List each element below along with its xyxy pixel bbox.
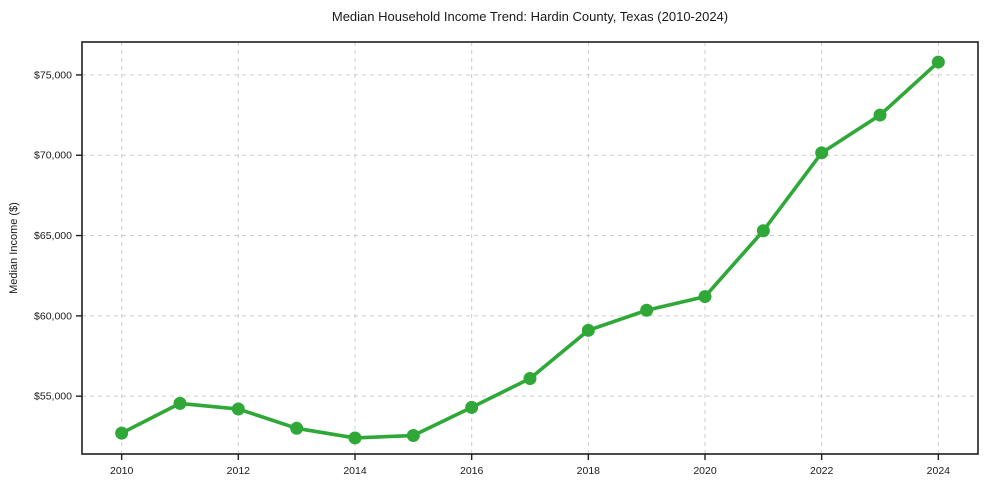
- chart-title: Median Household Income Trend: Hardin Co…: [331, 9, 729, 24]
- data-point-2024: [931, 55, 945, 69]
- data-point-2021: [756, 224, 770, 238]
- y-tick-label: $60,000: [34, 310, 72, 322]
- x-tick-label: 2016: [460, 465, 484, 477]
- data-point-2016: [465, 400, 479, 414]
- x-tick-label: 2020: [693, 465, 717, 477]
- data-point-2023: [873, 108, 887, 122]
- y-tick-label: $65,000: [34, 230, 72, 242]
- data-point-2014: [348, 431, 362, 445]
- x-tick-label: 2010: [110, 465, 134, 477]
- x-tick-label: 2018: [577, 465, 601, 477]
- data-point-2013: [290, 421, 304, 435]
- data-point-2022: [815, 146, 829, 160]
- axes-border: [81, 41, 979, 455]
- data-point-2011: [173, 396, 187, 410]
- y-tick-label: $75,000: [34, 69, 72, 81]
- y-tick-label: $55,000: [34, 391, 72, 403]
- data-point-2015: [406, 429, 420, 443]
- x-tick-label: 2024: [927, 465, 951, 477]
- data-point-2012: [231, 402, 245, 416]
- data-point-2019: [640, 303, 654, 317]
- data-point-2010: [115, 426, 129, 440]
- y-tick-label: $70,000: [34, 150, 72, 162]
- data-point-2018: [581, 323, 595, 337]
- x-tick-label: 2014: [343, 465, 367, 477]
- data-point-2020: [698, 290, 712, 304]
- x-tick-label: 2012: [227, 465, 251, 477]
- data-point-2017: [523, 372, 537, 386]
- x-tick-label: 2022: [810, 465, 834, 477]
